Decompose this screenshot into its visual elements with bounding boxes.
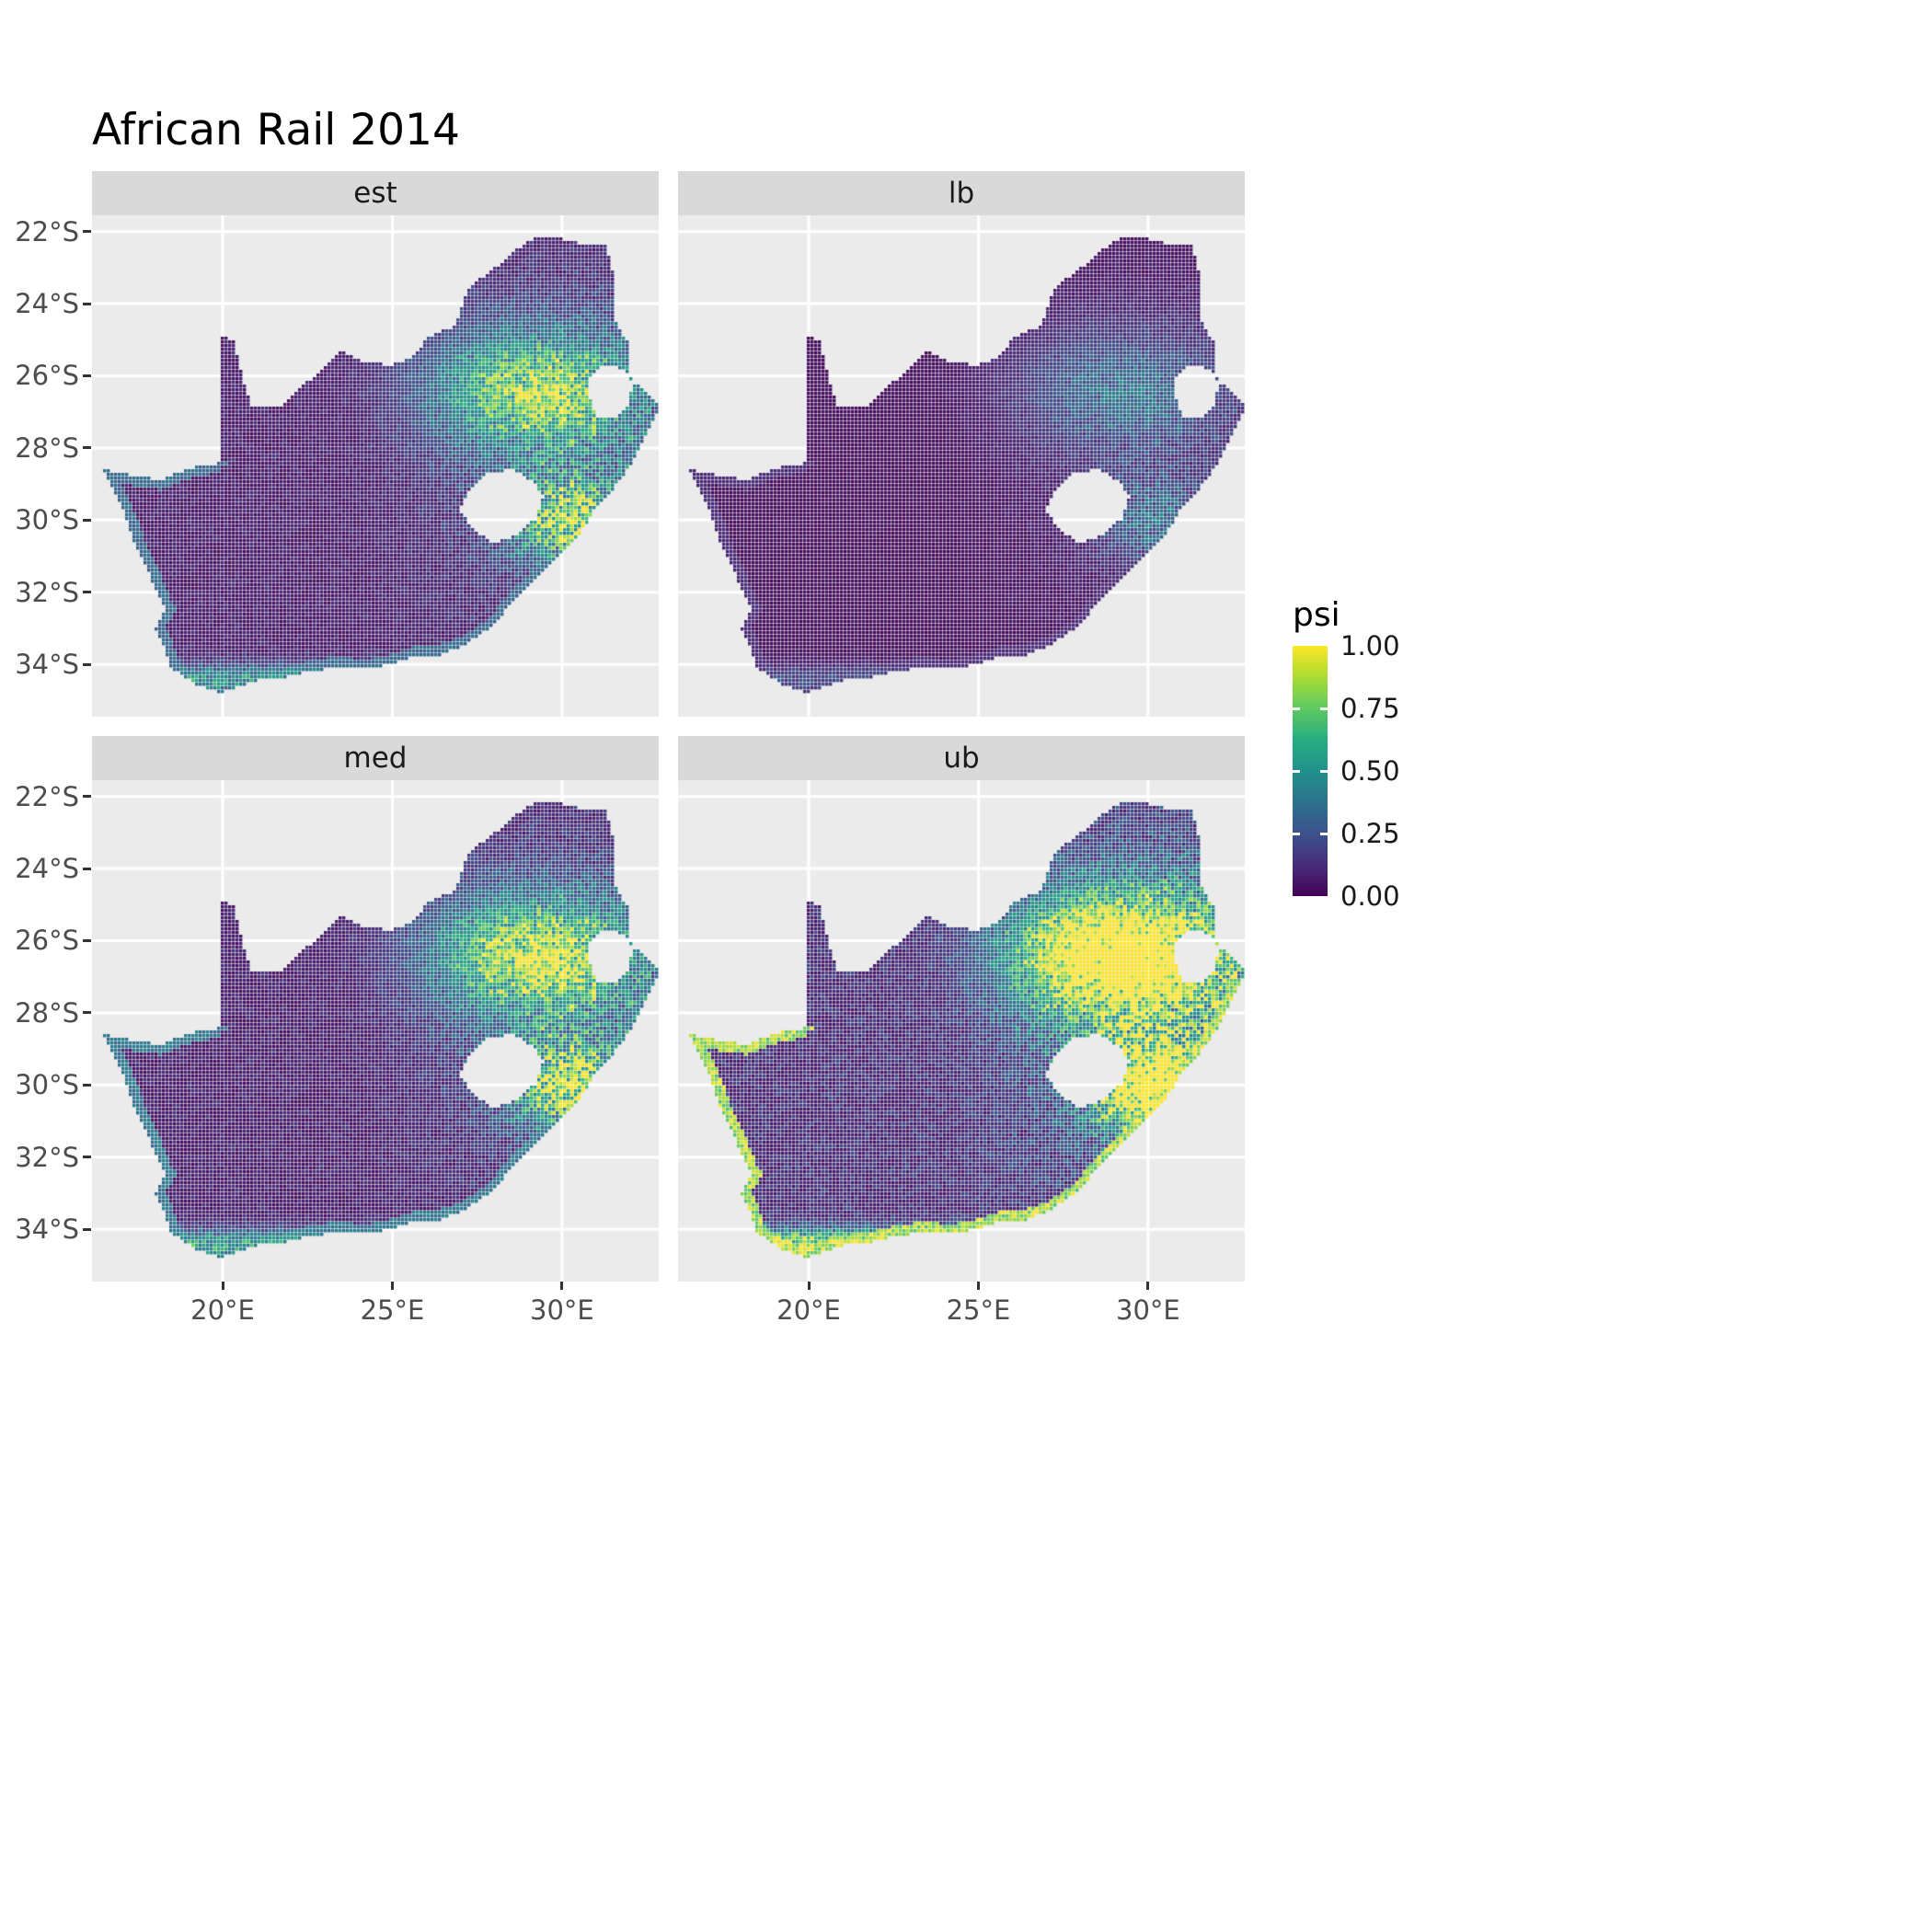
facet-strip-label: est	[353, 177, 397, 210]
y-tick-mark	[83, 867, 91, 870]
legend-tick-label: 0.75	[1340, 693, 1400, 724]
y-tick-label: 32°S	[15, 576, 79, 608]
y-tick-mark	[83, 518, 91, 522]
map-panel-ub	[678, 780, 1245, 1282]
legend-title: psi	[1293, 596, 1340, 634]
facet-strip-label: med	[343, 742, 408, 775]
y-tick-label: 28°S	[15, 996, 79, 1029]
legend-tick-mark	[1320, 769, 1328, 773]
y-tick-label: 24°S	[15, 288, 79, 320]
y-tick-label: 32°S	[15, 1141, 79, 1173]
facet-strip-ub: ub	[678, 736, 1245, 780]
x-tick-mark	[976, 1282, 980, 1290]
legend-tick-label: 0.00	[1340, 880, 1400, 912]
y-tick-mark	[83, 1156, 91, 1159]
map-panel-lb	[678, 215, 1245, 717]
y-tick-label: 30°S	[15, 504, 79, 536]
legend-tick-mark	[1293, 707, 1300, 710]
map-panel-est	[92, 215, 659, 717]
x-tick-label: 20°E	[776, 1294, 841, 1326]
x-tick-label: 20°E	[190, 1294, 255, 1326]
x-tick-mark	[390, 1282, 394, 1290]
legend-tick-mark	[1293, 832, 1300, 835]
x-tick-label: 25°E	[360, 1294, 425, 1326]
y-tick-mark	[83, 795, 91, 799]
y-tick-label: 30°S	[15, 1069, 79, 1101]
facet-strip-label: lb	[948, 177, 975, 210]
x-tick-mark	[221, 1282, 224, 1290]
y-tick-label: 24°S	[15, 853, 79, 885]
legend-tick-mark	[1320, 832, 1328, 835]
x-tick-mark	[560, 1282, 564, 1290]
x-tick-label: 30°E	[529, 1294, 594, 1326]
plot-title: African Rail 2014	[92, 105, 460, 155]
legend-tick-label: 0.25	[1340, 818, 1400, 849]
y-tick-mark	[83, 1227, 91, 1231]
map-panel-med	[92, 780, 659, 1282]
legend-tick-label: 1.00	[1340, 630, 1400, 661]
y-tick-label: 34°S	[15, 1213, 79, 1246]
x-tick-mark	[807, 1282, 811, 1290]
y-tick-mark	[83, 938, 91, 942]
legend-tick-mark	[1293, 769, 1300, 773]
y-tick-label: 22°S	[15, 780, 79, 812]
facet-strip-lb: lb	[678, 171, 1245, 215]
y-tick-mark	[83, 302, 91, 305]
y-tick-mark	[83, 230, 91, 234]
y-tick-label: 22°S	[15, 215, 79, 247]
y-tick-label: 28°S	[15, 431, 79, 464]
y-tick-label: 34°S	[15, 649, 79, 681]
y-tick-label: 26°S	[15, 360, 79, 392]
x-tick-label: 30°E	[1115, 1294, 1180, 1326]
y-tick-mark	[83, 374, 91, 377]
y-tick-label: 26°S	[15, 925, 79, 957]
y-tick-mark	[83, 662, 91, 666]
x-tick-label: 25°E	[946, 1294, 1011, 1326]
y-tick-mark	[83, 446, 91, 450]
facet-strip-med: med	[92, 736, 659, 780]
y-tick-mark	[83, 591, 91, 594]
facet-strip-label: ub	[943, 742, 980, 775]
y-tick-mark	[83, 1083, 91, 1087]
y-tick-mark	[83, 1011, 91, 1015]
facet-strip-est: est	[92, 171, 659, 215]
legend-tick-mark	[1320, 707, 1328, 710]
x-tick-mark	[1146, 1282, 1150, 1290]
legend-tick-label: 0.50	[1340, 755, 1400, 787]
